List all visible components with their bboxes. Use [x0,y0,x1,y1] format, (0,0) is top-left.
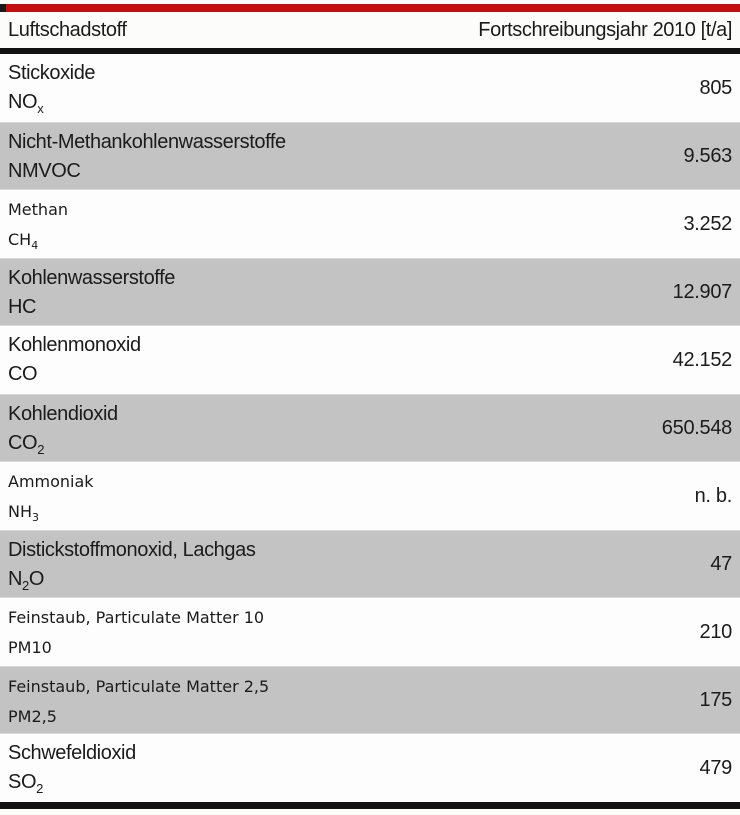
pollutant-formula: NH3 [8,502,39,525]
pollutant-formula: NMVOC [8,160,81,182]
table-row: Feinstaub, Particulate Matter 2,5 PM2,5 … [0,666,740,734]
pollutant-value: 9.563 [683,144,732,167]
pollutant-label-cell: Nicht-Methankohlenwasserstoffe NMVOC [8,123,740,186]
pollutant-name: Stickoxide [8,62,96,84]
table-row: Methan CH4 3.252 [0,190,740,258]
pollutant-value: 42.152 [672,348,733,371]
pollutant-label-cell: Distickstoffmonoxid, Lachgas N2O [8,531,740,594]
pollutant-formula: CO2 [8,432,45,457]
pollutant-name: Kohlenwasserstoffe [8,267,175,289]
pollutant-formula: CO [8,363,38,385]
pollutant-value: 3.252 [683,212,732,235]
pollutant-name: Schwefeldioxid [8,742,136,764]
pollutant-formula: HC [8,296,37,318]
table-row: Feinstaub, Particulate Matter 10 PM10 21… [0,598,740,666]
pollutant-name: Methan [8,200,69,219]
pollutant-name: Nicht-Methankohlenwasserstoffe [8,131,286,153]
header-col-pollutant: Luftschadstoff [8,18,127,41]
pollutant-label-cell: Kohlenmonoxid CO [8,326,740,389]
pollutant-formula: N2O [8,568,45,593]
pollutant-value: 650.548 [661,416,733,439]
pollutant-label-cell: Ammoniak NH3 [8,462,740,527]
pollutant-value: 47 [710,552,732,575]
pollutant-formula: SO2 [8,771,43,796]
pollutant-value: n. b. [694,484,733,507]
table-row: Distickstoffmonoxid, Lachgas N2O 47 [0,530,740,598]
top-accent-bar [0,4,740,12]
pollutant-value: 805 [699,76,733,99]
pollutant-value: 175 [699,688,733,711]
table-row: Kohlenmonoxid CO 42.152 [0,326,740,394]
pollutant-formula: PM10 [8,638,52,657]
pollutant-formula: NOx [8,91,44,116]
pollutant-label-cell: Feinstaub, Particulate Matter 2,5 PM2,5 [8,667,740,732]
table-row: Schwefeldioxid SO2 479 [0,734,740,802]
header-divider-rule [0,48,740,54]
bottom-rule [0,802,740,809]
pollutant-label-cell: Feinstaub, Particulate Matter 10 PM10 [8,598,740,663]
table-row: Stickoxide NOx 805 [0,54,740,122]
pollutant-name: Distickstoffmonoxid, Lachgas [8,539,256,561]
pollutant-formula: PM2,5 [8,707,57,726]
pollutant-name: Kohlenmonoxid [8,334,141,356]
table-body: Stickoxide NOx 805 Nicht-Methankohlenwas… [0,54,740,802]
pollutant-label-cell: Schwefeldioxid SO2 [8,734,740,797]
header-col-value: Fortschreibungsjahr 2010 [t/a] [478,18,732,41]
pollutant-name: Feinstaub, Particulate Matter 10 [8,608,265,627]
pollutant-value: 12.907 [672,280,733,303]
pollutant-value: 210 [699,620,733,643]
pollutant-value: 479 [699,756,733,779]
accent-bar-black-tip [0,4,6,12]
pollutant-name: Ammoniak [8,472,94,491]
pollutant-formula: CH4 [8,230,39,253]
table-row: Nicht-Methankohlenwasserstoffe NMVOC 9.5… [0,122,740,190]
table-row: Kohlenwasserstoffe HC 12.907 [0,258,740,326]
table-row: Ammoniak NH3 n. b. [0,462,740,530]
pollutant-label-cell: Kohlenwasserstoffe HC [8,259,740,322]
pollutant-name: Kohlendioxid [8,403,118,425]
pollutant-label-cell: Kohlendioxid CO2 [8,395,740,458]
pollutant-name: Feinstaub, Particulate Matter 2,5 [8,677,270,696]
pollutant-label-cell: Methan CH4 [8,190,740,255]
pollutant-label-cell: Stickoxide NOx [8,54,740,117]
table-row: Kohlendioxid CO2 650.548 [0,394,740,462]
table-header: Luftschadstoff Fortschreibungsjahr 2010 … [0,12,740,48]
